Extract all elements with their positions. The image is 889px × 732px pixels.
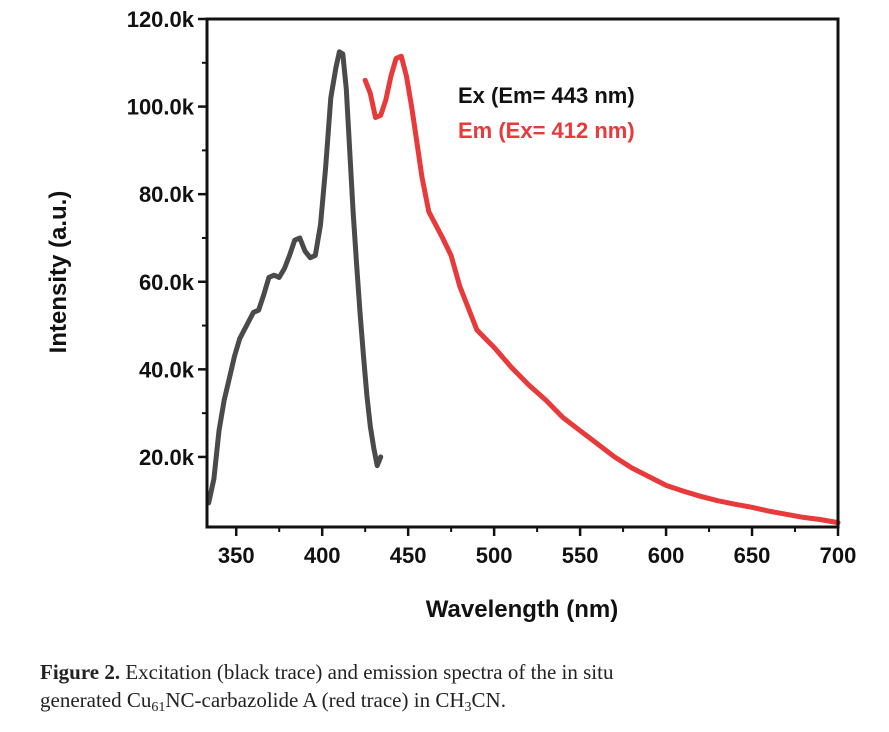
x-tick-label: 450 bbox=[390, 543, 427, 568]
x-tick-label: 500 bbox=[476, 543, 513, 568]
x-tick-label: 700 bbox=[820, 543, 857, 568]
legend-em: Em (Ex= 412 nm) bbox=[458, 118, 635, 143]
ticks-layer: 350 400 450 500 550 600 650 700 20.0k 40.0k 60.0k 8… bbox=[127, 7, 857, 568]
y-tick-label: 80.0k bbox=[139, 182, 195, 207]
x-axis-title: Wavelength (nm) bbox=[426, 596, 618, 623]
series-line-ex bbox=[206, 49, 384, 506]
y-axis-title: Intensity (a.u.) bbox=[45, 191, 72, 354]
x-tick-label: 350 bbox=[218, 543, 255, 568]
series-line-em bbox=[362, 53, 841, 526]
figure-caption: Figure 2. Excitation (black trace) and e… bbox=[40, 658, 870, 715]
caption-line2-mid: NC-carbazolide A (red trace) in CH bbox=[165, 688, 465, 712]
y-tick-label: 100.0k bbox=[127, 95, 195, 120]
caption-line1: Excitation (black trace) and emission sp… bbox=[120, 660, 614, 684]
caption-line2-end: CN. bbox=[471, 688, 506, 712]
x-tick-label: 550 bbox=[562, 543, 599, 568]
x-tick-label: 600 bbox=[648, 543, 685, 568]
x-tick-label: 400 bbox=[304, 543, 341, 568]
plot-frame bbox=[205, 17, 840, 529]
series-layer bbox=[206, 49, 841, 526]
legend-ex: Ex (Em= 443 nm) bbox=[458, 83, 635, 108]
caption-line2-start: generated Cu bbox=[40, 688, 152, 712]
caption-sub-3: 3 bbox=[464, 700, 472, 715]
y-tick-label: 60.0k bbox=[139, 270, 195, 295]
y-tick-label: 20.0k bbox=[139, 445, 195, 470]
caption-label: Figure 2. bbox=[40, 660, 121, 684]
spectra-chart: 350 400 450 500 550 600 650 700 20.0k 40.0k 60.0k 8… bbox=[45, 7, 857, 623]
caption-sub-61: 61 bbox=[151, 700, 166, 715]
y-tick-label: 120.0k bbox=[127, 7, 195, 32]
x-tick-label: 650 bbox=[734, 543, 771, 568]
y-tick-label: 40.0k bbox=[139, 357, 195, 382]
